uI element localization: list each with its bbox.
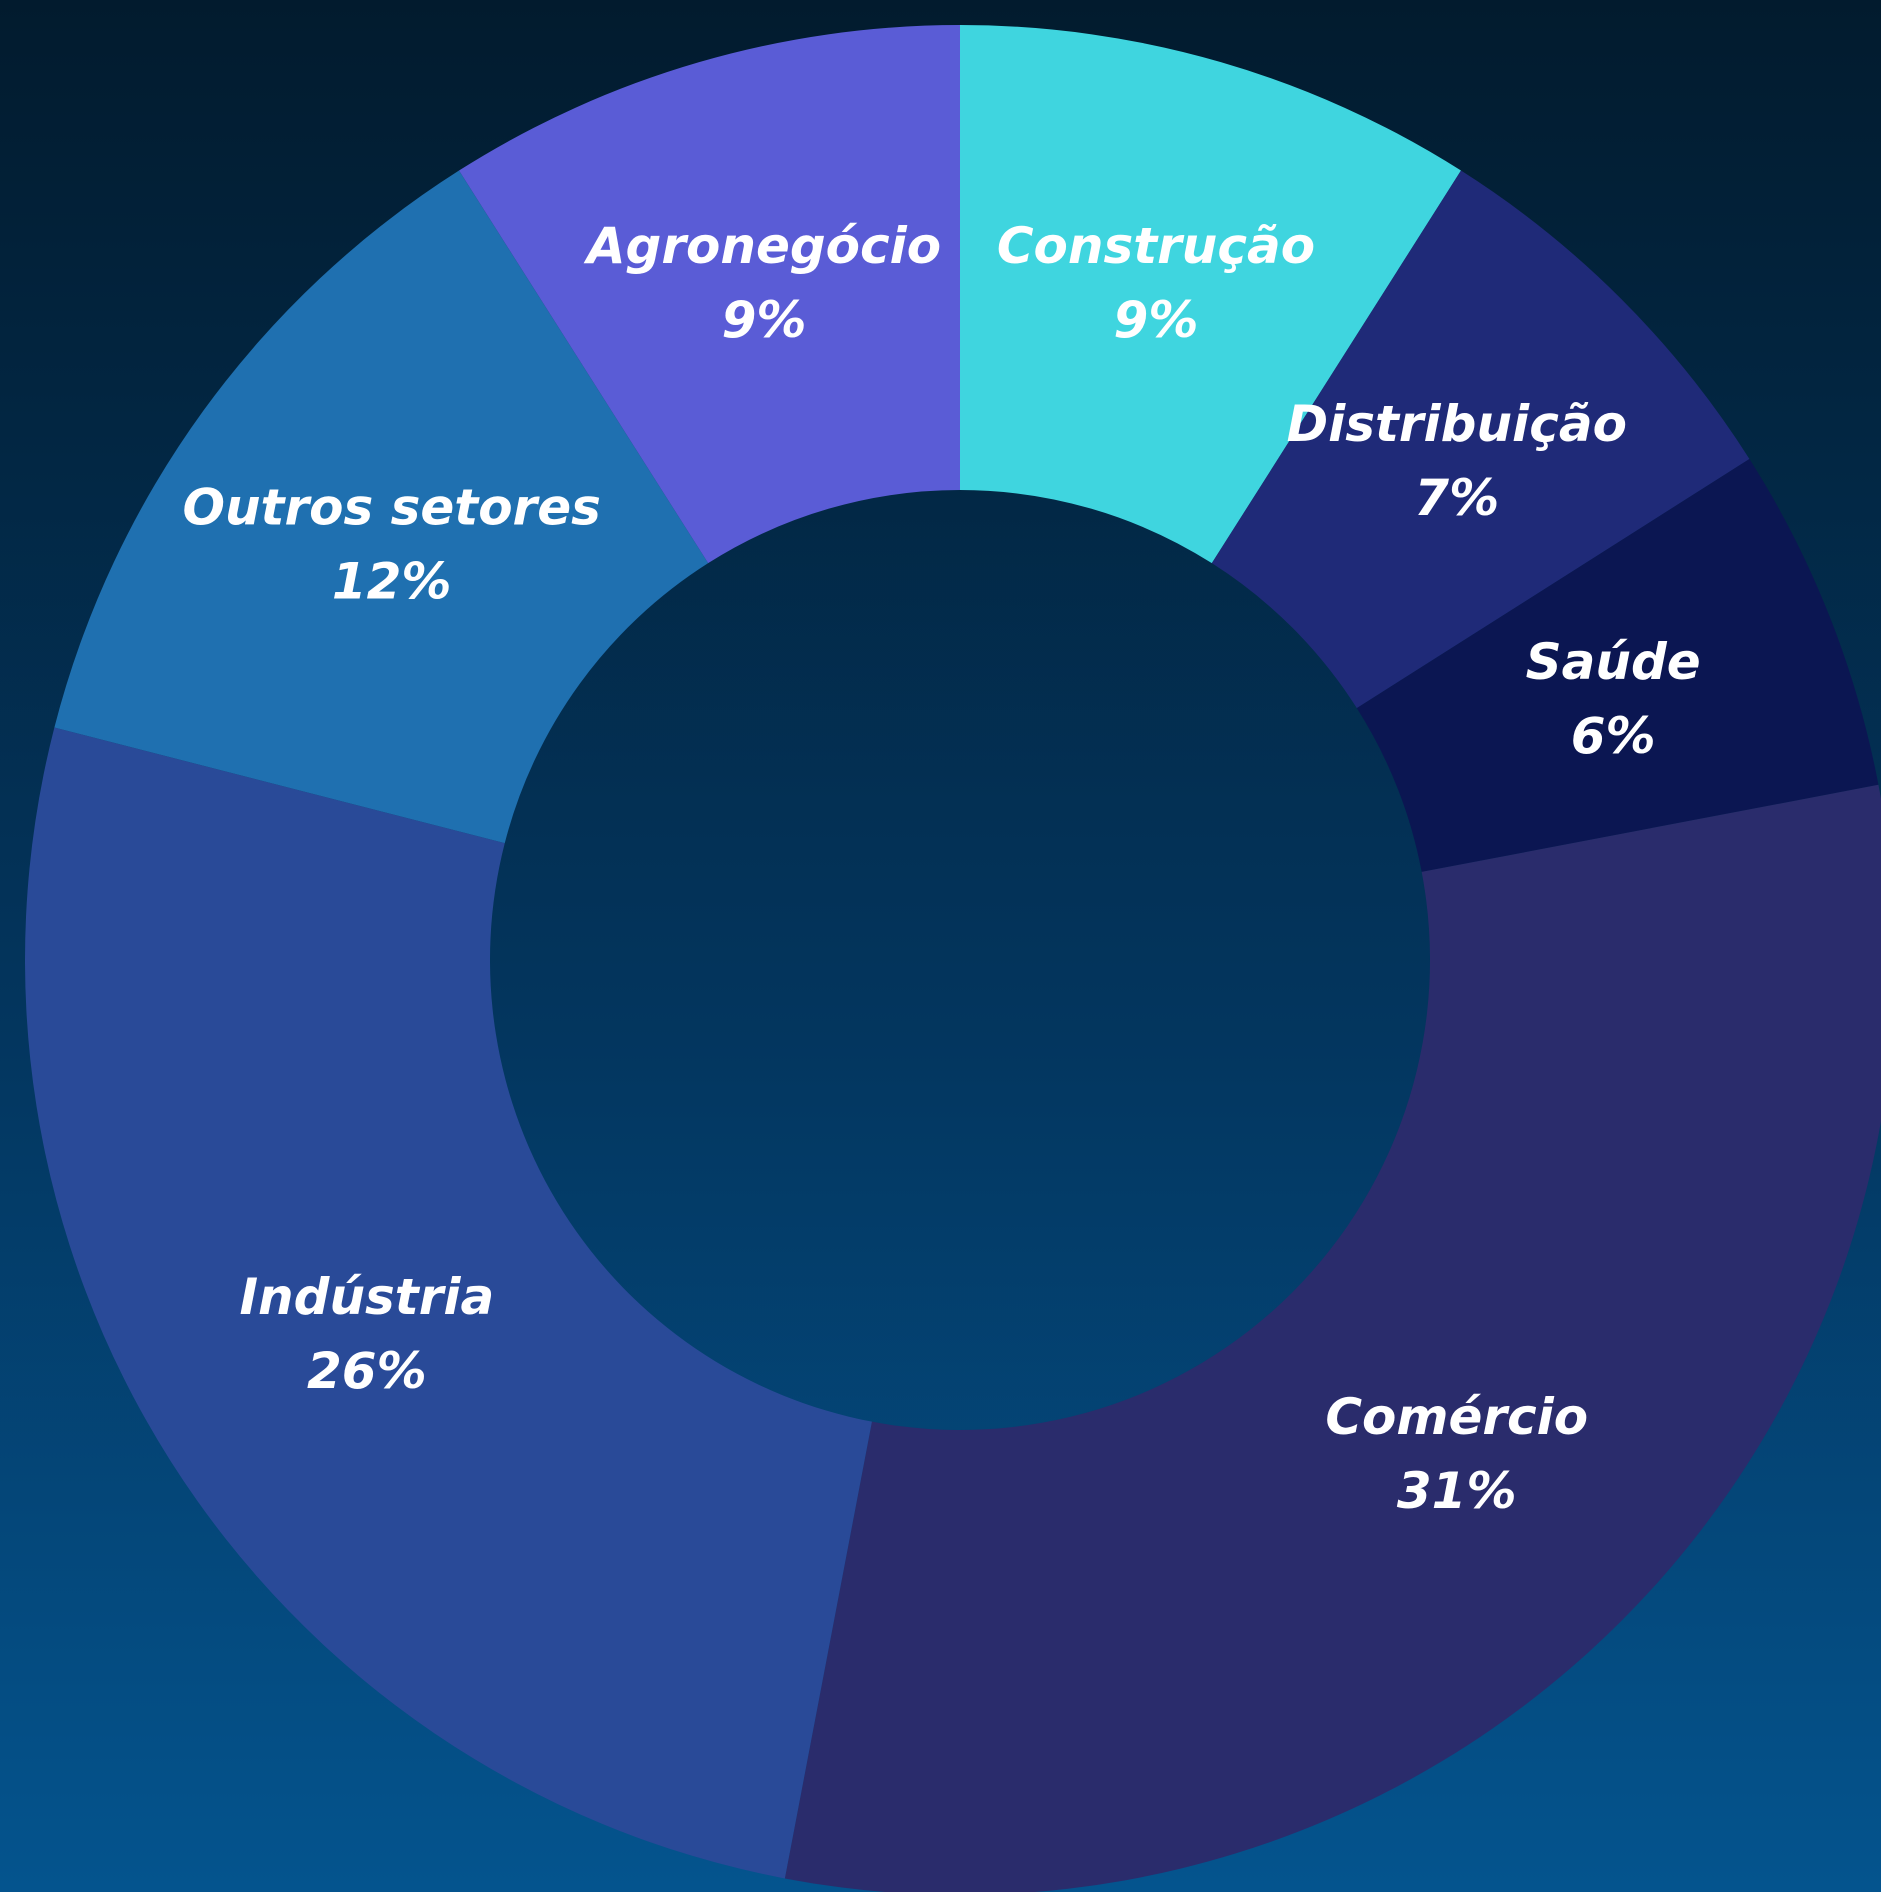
slice-value-label: 7% bbox=[1414, 469, 1499, 527]
slice-label: Outros setores bbox=[182, 479, 600, 537]
slice-value-label: 12% bbox=[332, 553, 452, 611]
donut-slice bbox=[1356, 459, 1879, 872]
slice-label: Construção bbox=[997, 217, 1315, 275]
donut-slice bbox=[459, 25, 960, 564]
slice-label: Indústria bbox=[239, 1268, 494, 1326]
donut-slice bbox=[1211, 170, 1750, 709]
slice-value-label: 26% bbox=[307, 1342, 427, 1400]
slice-label: Agronegócio bbox=[583, 217, 941, 275]
slice-label: Comércio bbox=[1325, 1388, 1588, 1446]
donut-slice bbox=[784, 784, 1881, 1892]
donut-slice bbox=[25, 727, 872, 1879]
slice-label: Distribuição bbox=[1287, 395, 1627, 453]
donut-slice bbox=[960, 25, 1461, 564]
donut-slice bbox=[54, 170, 709, 844]
slice-value-label: 9% bbox=[722, 291, 807, 349]
slice-value-label: 31% bbox=[1397, 1462, 1517, 1520]
slice-value-label: 9% bbox=[1114, 291, 1199, 349]
slice-label: Saúde bbox=[1526, 633, 1701, 691]
slice-value-label: 6% bbox=[1571, 707, 1656, 765]
